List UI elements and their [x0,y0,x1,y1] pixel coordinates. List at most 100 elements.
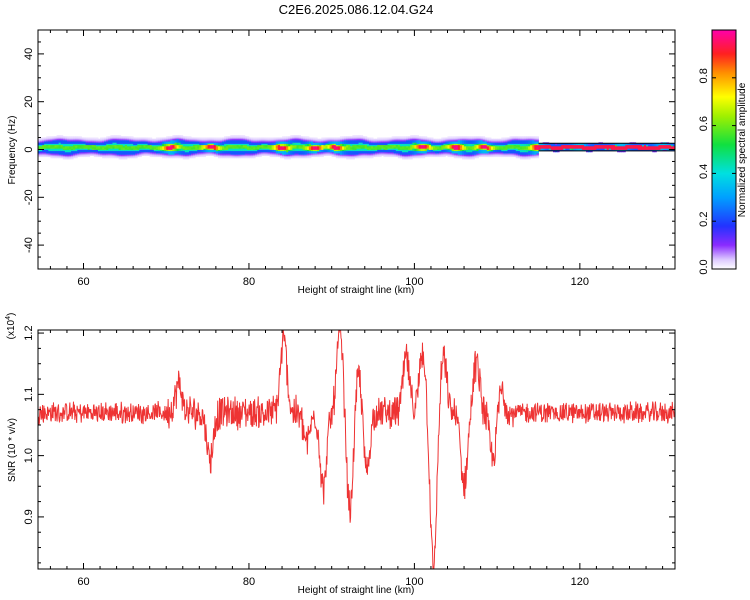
spectrogram-cell [339,136,343,138]
spectrogram-cell [122,137,126,140]
spectrogram-cell [81,137,84,140]
spectrogram-cell [464,143,467,146]
spectrogram-cell [89,149,93,152]
spectrogram-cell [391,151,395,154]
spectrogram-cell [172,148,175,150]
spectrogram-cell [60,155,64,158]
spectrogram-cell [83,148,86,150]
spectrogram-cell [552,145,556,148]
spectrogram-cell [71,145,74,148]
spectrogram-cell [304,148,308,150]
spectrogram-cell [122,143,126,146]
spectrogram-cell [625,144,628,147]
spectrogram-cell [391,155,395,158]
spectrogram-cell [323,141,326,143]
spectrogram-cell [87,147,91,149]
spectrogram-cell [282,145,285,148]
spectrogram-cell [106,148,109,150]
spectrogram-cell [375,142,378,144]
spectrogram-cell [563,148,566,150]
spectrogram-cell [126,145,130,148]
spectrogram-cell [224,139,227,142]
spectrogram-cell [387,144,390,147]
spectrogram-cell [552,150,556,153]
spectrogram-cell [120,148,124,150]
spectrogram-cell [149,153,153,155]
spectrogram-cell [145,148,149,150]
spectrogram-cell [263,150,266,153]
spectrogram-cell [195,153,198,155]
spectrogram-cell [267,139,271,142]
spectrogram-cell [188,149,192,152]
spectrogram-cell [294,153,297,155]
spectrogram-cell [507,143,510,146]
spectrogram-cell [234,150,237,153]
spectrogram-cell [238,142,242,144]
spectrogram-cell [164,150,167,153]
spectrogram-cell [83,141,86,143]
spectrogram-cell [89,148,93,150]
spectrogram-cell [186,154,190,156]
spectrogram-cell [379,153,382,155]
spectrogram-cell [178,145,182,148]
spectrogram-cell [373,141,376,143]
spectrogram-cell [459,141,463,143]
spectrogram-cell [251,154,254,156]
spectrogram-cell [180,153,184,155]
spectrogram-cell [176,135,180,137]
spectrogram-cell [364,156,368,159]
spectrogram-cell [226,136,229,138]
spectrogram-cell [350,141,353,143]
spectrogram-cell [178,151,182,154]
spectrogram-cell [131,155,134,158]
spectrogram-cell [267,138,271,141]
spectrogram-cell [325,141,328,143]
spectrogram-cell [333,138,337,141]
spectrogram-cell [211,154,215,156]
spectrogram-cell [490,144,494,147]
spectrogram-cell [238,141,242,143]
spectrogram-cell [575,148,579,150]
spectrogram-cell [486,151,490,154]
spectrogram-cell [350,142,353,144]
spectrogram-cell [534,150,537,153]
spectrogram-cell [503,138,506,141]
spectrogram-cell [612,147,616,149]
spectrogram-cell [511,147,515,149]
spectrogram-cell [172,155,175,158]
spectrogram-cell [257,150,260,153]
spectrogram-cell [253,150,256,153]
spectrogram-cell [164,147,167,149]
spectrogram-cell [519,142,523,144]
spectrogram-cell [335,155,339,158]
spectrogram-cell [234,141,237,143]
spectrogram-cell [329,145,333,148]
spectrogram-cell [122,148,126,150]
spectrogram-cell [114,143,117,146]
spectrogram-cell [321,139,324,142]
spectrogram-cell [217,154,221,156]
spectrogram-cell [379,154,382,156]
spectrogram-cell [453,138,457,141]
spectrogram-cell [557,145,560,148]
spectrogram-cell [286,154,289,156]
spectrogram-cell [503,144,506,147]
spectrogram-cell [546,144,550,147]
spectrogram-cell [139,148,142,150]
spectrogram-cell [306,145,310,148]
spectrogram-cell [71,147,74,149]
spectrogram-cell [521,151,525,154]
spectrogram-cell [77,136,80,138]
spectrogram-cell [530,148,533,150]
spectrogram-cell [211,153,215,155]
spectrogram-cell [248,151,252,154]
spectrogram-cell [197,145,200,148]
spectrogram-cell [536,149,539,152]
spectrogram-cell [519,136,523,138]
spectrogram-cell [534,141,537,143]
spectrogram-cell [521,142,525,144]
spectrogram-cell [300,147,304,149]
spectrogram-cell [457,141,461,143]
spectrogram-cell [331,155,335,158]
spectrogram-cell [377,150,380,153]
